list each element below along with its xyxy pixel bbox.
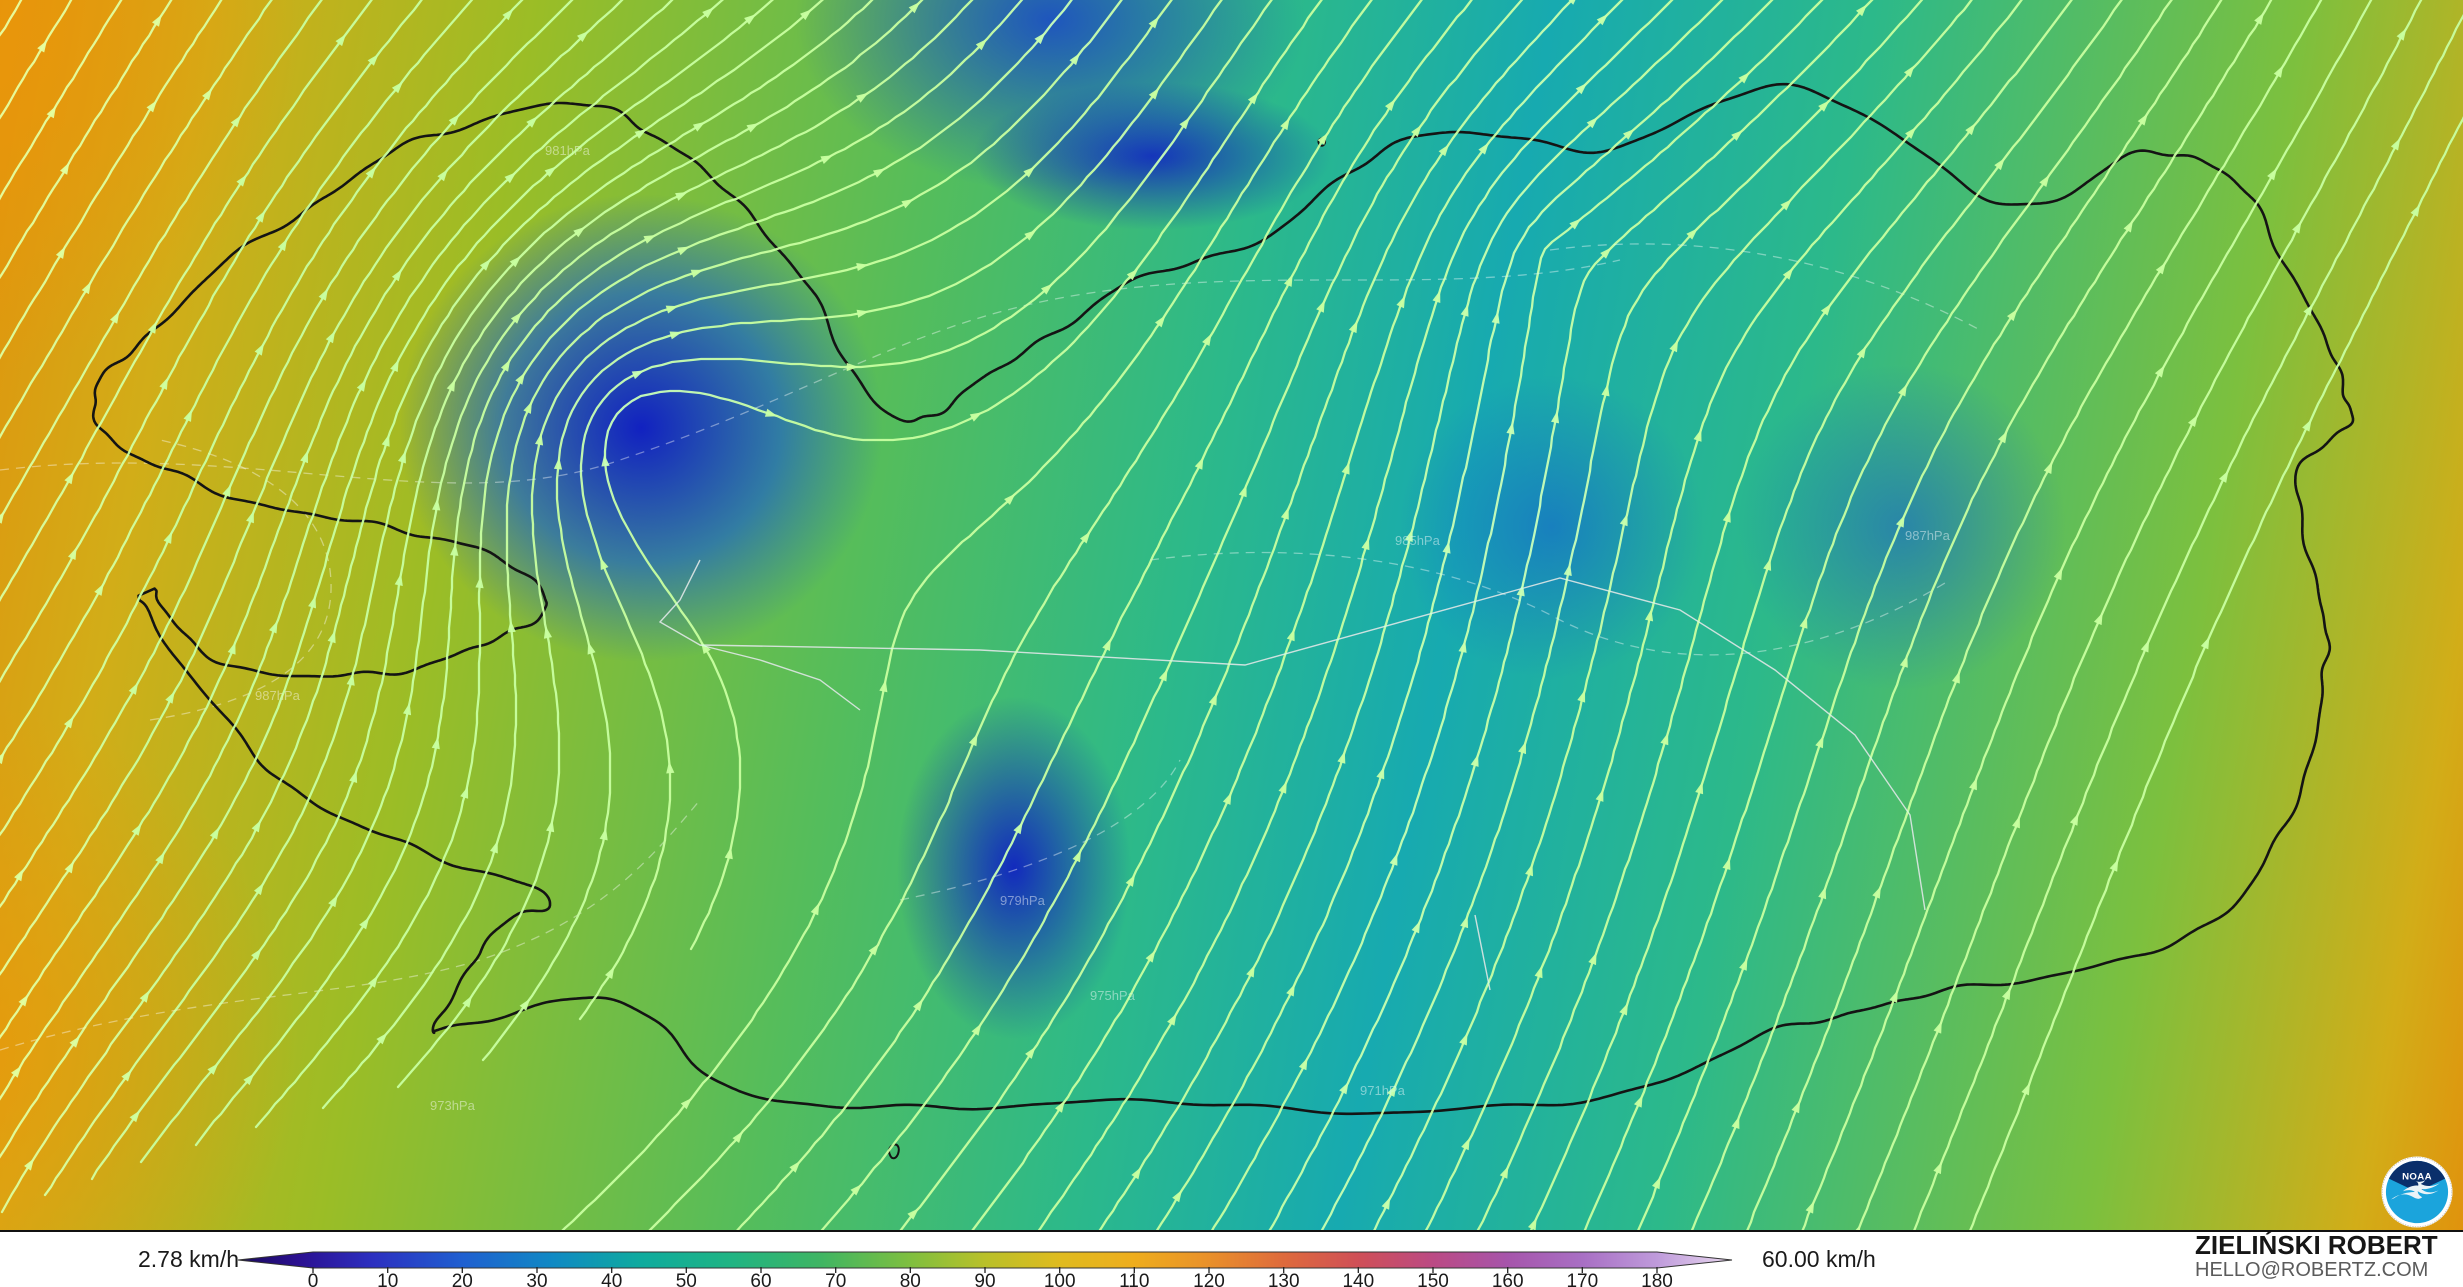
svg-text:60.00 km/h: 60.00 km/h [1762,1246,1876,1272]
svg-text:ZIELIŃSKI ROBERT: ZIELIŃSKI ROBERT [2195,1232,2438,1260]
svg-text:110: 110 [1119,1271,1149,1287]
svg-text:10: 10 [377,1271,398,1287]
svg-text:80: 80 [900,1271,921,1287]
svg-text:100: 100 [1044,1271,1076,1287]
svg-text:180: 180 [1641,1271,1673,1287]
svg-text:0: 0 [308,1271,319,1287]
svg-text:130: 130 [1268,1271,1300,1287]
svg-text:40: 40 [601,1271,622,1287]
svg-text:70: 70 [825,1271,846,1287]
svg-text:60: 60 [750,1271,771,1287]
svg-text:50: 50 [676,1271,697,1287]
svg-text:2.78 km/h: 2.78 km/h [138,1246,239,1272]
svg-text:160: 160 [1492,1271,1524,1287]
svg-text:90: 90 [974,1271,995,1287]
svg-text:30: 30 [526,1271,547,1287]
svg-text:120: 120 [1193,1271,1225,1287]
svg-text:170: 170 [1566,1271,1598,1287]
svg-text:NOAA: NOAA [2402,1171,2432,1182]
svg-text:140: 140 [1342,1271,1374,1287]
svg-text:HELLO@ROBERTZ.COM: HELLO@ROBERTZ.COM [2195,1259,2428,1281]
svg-text:150: 150 [1417,1271,1449,1287]
svg-text:20: 20 [452,1271,473,1287]
